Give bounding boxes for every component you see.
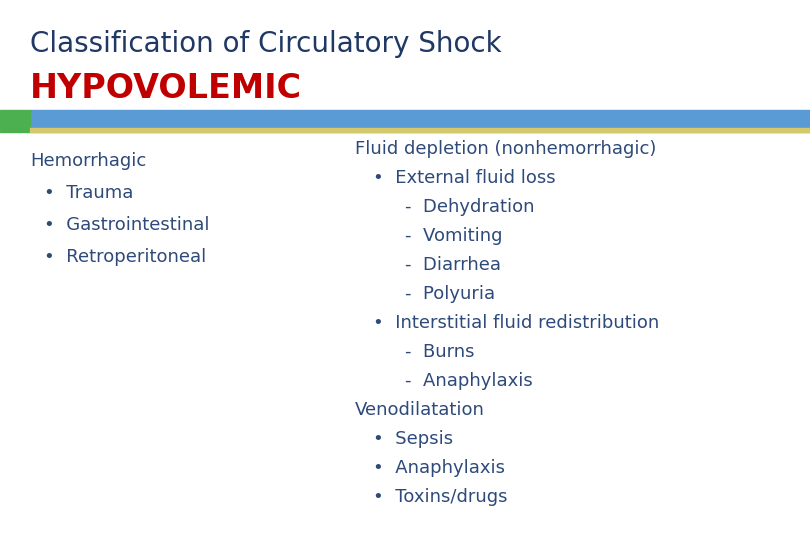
Text: Hemorrhagic: Hemorrhagic [30, 152, 147, 170]
Bar [0, 110, 30, 132]
Text: -  Burns: - Burns [405, 343, 475, 361]
Text: HYPOVOLEMIC: HYPOVOLEMIC [30, 72, 302, 105]
Text: •  Retroperitoneal: • Retroperitoneal [44, 248, 207, 266]
Text: Classification of Circulatory Shock: Classification of Circulatory Shock [30, 30, 501, 58]
Text: Fluid depletion (nonhemorrhagic): Fluid depletion (nonhemorrhagic) [355, 140, 656, 158]
Text: •  Interstitial fluid redistribution: • Interstitial fluid redistribution [373, 314, 659, 332]
Text: •  Trauma: • Trauma [44, 184, 134, 202]
Text: •  Sepsis: • Sepsis [373, 430, 453, 448]
Text: -  Polyuria: - Polyuria [405, 285, 495, 303]
Bar [30, 110, 810, 132]
Text: -  Anaphylaxis: - Anaphylaxis [405, 372, 533, 390]
Text: Venodilatation: Venodilatation [355, 401, 485, 419]
Bar [30, 128, 810, 132]
Text: -  Vomiting: - Vomiting [405, 227, 502, 245]
Text: •  External fluid loss: • External fluid loss [373, 169, 556, 187]
Text: •  Gastrointestinal: • Gastrointestinal [44, 216, 210, 234]
Text: •  Toxins/drugs: • Toxins/drugs [373, 488, 508, 506]
Text: •  Anaphylaxis: • Anaphylaxis [373, 459, 505, 477]
Text: -  Diarrhea: - Diarrhea [405, 256, 501, 274]
Text: -  Dehydration: - Dehydration [405, 198, 535, 216]
